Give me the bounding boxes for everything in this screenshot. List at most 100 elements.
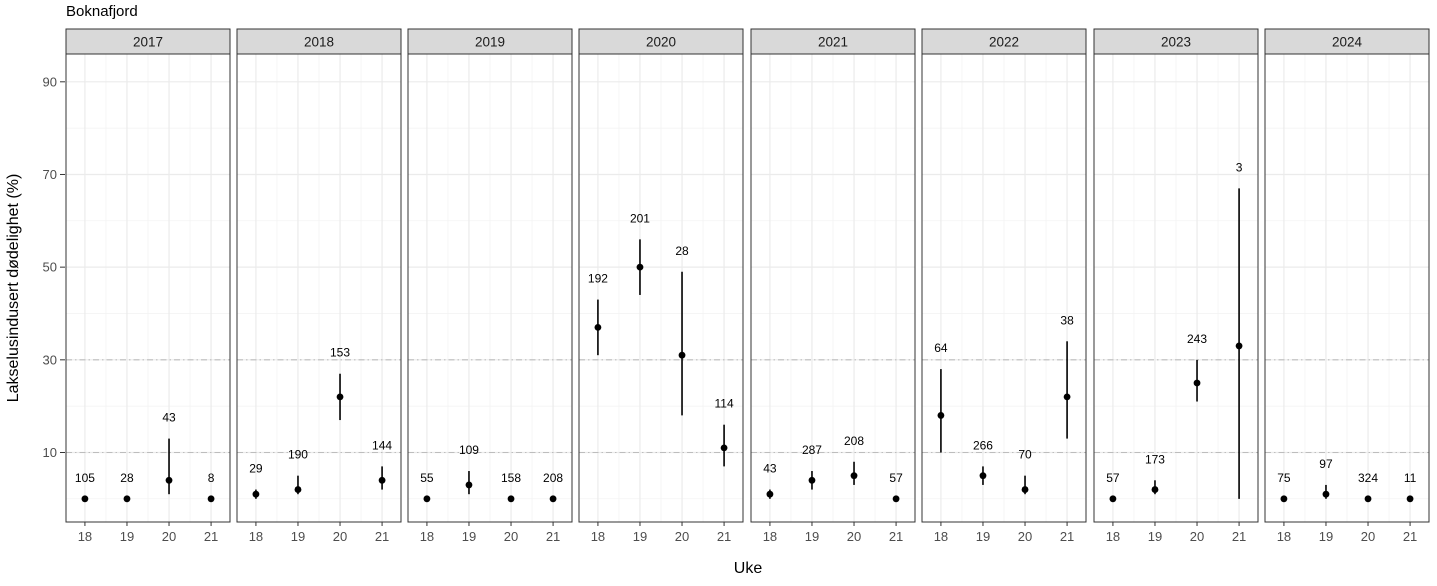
facet-strip-label: 2020 [646,35,676,50]
data-point [465,481,473,489]
x-tick-label: 21 [204,529,218,544]
x-tick-label: 21 [889,529,903,544]
data-point [1109,495,1117,503]
count-label: 144 [372,438,392,452]
data-point [636,263,644,271]
data-point [423,495,431,503]
data-point [1063,393,1071,401]
panel-border [921,53,1087,523]
count-label: 114 [715,397,734,411]
facet-strip-label: 2023 [1161,35,1191,50]
data-point [808,476,816,484]
count-label: 55 [420,471,434,485]
x-tick-label: 20 [1018,529,1032,544]
x-tick-label: 20 [675,529,689,544]
x-tick-label: 18 [1277,529,1291,544]
facet-strip [407,28,573,55]
count-label: 266 [973,438,993,452]
panel-border [578,53,744,523]
x-tick-label: 18 [934,529,948,544]
data-point [594,323,602,331]
facet-strip-label: 2018 [304,35,334,50]
y-tick-label: 30 [43,352,57,367]
y-tick-label: 50 [43,260,57,275]
x-axis-label: Uke [733,560,763,577]
count-label: 11 [1404,471,1417,485]
data-point [336,393,344,401]
facet-strip-label: 2021 [818,35,848,50]
x-tick-label: 18 [763,529,777,544]
facet-strip [921,28,1087,55]
facet-strip [236,28,402,55]
x-tick-label: 21 [717,529,731,544]
count-label: 64 [934,341,948,355]
x-tick-label: 20 [333,529,347,544]
count-label: 208 [844,434,864,448]
x-tick-label: 20 [1361,529,1375,544]
data-point [81,495,89,503]
x-tick-label: 19 [1148,529,1162,544]
count-label: 75 [1277,471,1291,485]
count-label: 28 [675,244,689,258]
data-point [1235,342,1243,350]
x-tick-label: 20 [847,529,861,544]
x-tick-label: 20 [1190,529,1204,544]
facet-strip-label: 2017 [133,35,163,50]
data-point [1193,379,1201,387]
x-tick-label: 19 [633,529,647,544]
data-point [378,476,386,484]
count-label: 109 [459,443,479,457]
data-point [1280,495,1288,503]
x-tick-label: 21 [1403,529,1417,544]
data-point [979,472,987,480]
count-label: 158 [501,471,521,485]
data-point [766,490,774,498]
data-point [720,444,728,452]
count-label: 243 [1187,332,1207,346]
x-tick-label: 19 [805,529,819,544]
facet-strip-label: 2024 [1332,35,1363,50]
data-point [165,476,173,484]
data-point [507,495,515,503]
x-tick-label: 19 [462,529,476,544]
count-label: 57 [1106,471,1120,485]
y-tick-label: 70 [43,167,57,182]
data-point [1151,486,1159,493]
chart-title: Boknafjord [66,3,138,20]
data-point [850,472,858,480]
data-point [937,412,945,419]
x-tick-label: 19 [1319,529,1333,544]
x-tick-label: 19 [291,529,305,544]
data-point [1364,495,1372,503]
count-label: 43 [162,411,176,425]
count-label: 38 [1060,313,1074,327]
x-tick-label: 21 [375,529,389,544]
panel-border [1093,53,1259,523]
x-tick-label: 19 [976,529,990,544]
x-tick-label: 18 [420,529,434,544]
count-label: 43 [763,462,777,476]
x-tick-label: 18 [1106,529,1120,544]
panel-border [65,53,231,523]
count-label: 192 [588,272,608,286]
count-label: 173 [1145,452,1165,466]
data-point [207,495,215,503]
y-tick-label: 10 [43,445,57,460]
count-label: 57 [889,471,903,485]
count-label: 105 [75,471,95,485]
facet-strip-label: 2019 [475,35,505,50]
x-tick-label: 21 [1232,529,1246,544]
count-label: 70 [1018,448,1032,462]
x-tick-label: 20 [162,529,176,544]
facet-strip [750,28,916,55]
count-label: 97 [1319,457,1333,471]
data-point [892,495,900,503]
x-tick-label: 21 [1060,529,1074,544]
x-tick-label: 18 [249,529,263,544]
data-point [678,351,686,359]
count-label: 153 [330,346,350,360]
count-label: 201 [630,211,650,225]
data-point [123,495,131,503]
facet-strip [1093,28,1259,55]
